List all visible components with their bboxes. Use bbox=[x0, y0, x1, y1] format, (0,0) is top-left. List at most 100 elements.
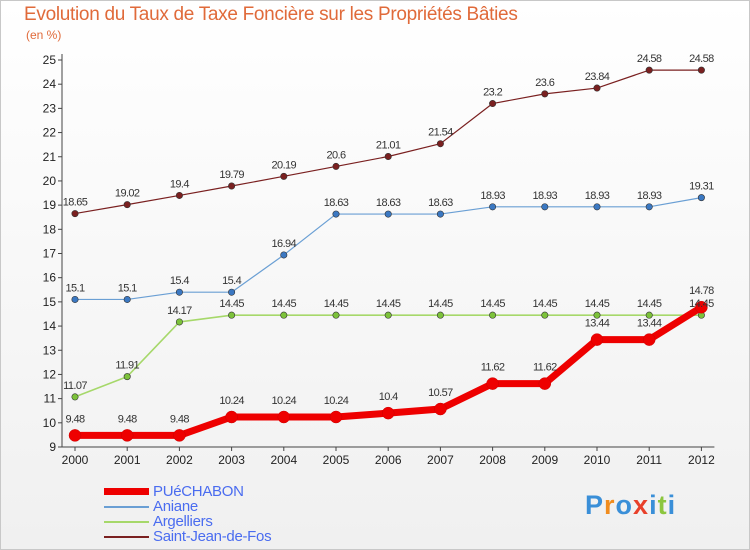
y-tick-label: 15 bbox=[43, 295, 57, 309]
data-point bbox=[123, 201, 131, 209]
legend-item: Aniane bbox=[104, 499, 271, 514]
data-point bbox=[590, 333, 604, 346]
data-label: 14.45 bbox=[533, 298, 558, 310]
data-label: 14.45 bbox=[324, 298, 349, 310]
data-point bbox=[436, 210, 444, 218]
data-point bbox=[280, 172, 288, 180]
data-point bbox=[123, 295, 131, 303]
legend-swatch bbox=[104, 535, 149, 538]
data-label: 14.45 bbox=[219, 298, 244, 310]
x-tick-label: 2011 bbox=[636, 453, 662, 467]
x-tick-label: 2008 bbox=[479, 453, 506, 467]
data-label: 14.45 bbox=[428, 298, 453, 310]
data-point bbox=[541, 311, 549, 319]
data-point bbox=[332, 311, 340, 319]
data-point bbox=[68, 429, 82, 442]
data-point bbox=[384, 210, 392, 218]
data-label: 21.01 bbox=[376, 140, 401, 152]
x-tick-label: 2001 bbox=[114, 453, 141, 467]
data-label: 9.48 bbox=[118, 413, 137, 425]
y-tick-label: 9 bbox=[49, 440, 56, 454]
data-label: 15.4 bbox=[222, 275, 241, 287]
data-label: 13.44 bbox=[637, 318, 662, 330]
data-label: 19.4 bbox=[170, 178, 189, 190]
data-label: 11.62 bbox=[533, 362, 557, 374]
y-tick-label: 19 bbox=[43, 198, 57, 212]
data-label: 14.45 bbox=[376, 298, 401, 310]
data-point bbox=[381, 406, 395, 420]
x-tick-label: 2003 bbox=[218, 453, 245, 467]
chart-title: Evolution du Taux de Taxe Foncière sur l… bbox=[24, 4, 518, 25]
data-point bbox=[332, 210, 340, 218]
data-point bbox=[489, 311, 497, 319]
x-tick-label: 2012 bbox=[688, 453, 715, 467]
data-point bbox=[277, 410, 291, 424]
data-label: 18.93 bbox=[585, 190, 610, 202]
axes: 9 10 11 12 13 14 15 16 17 18 19 20 21 22 23 24 25 2000 200… bbox=[43, 53, 715, 467]
data-label: 24.58 bbox=[637, 53, 662, 65]
legend-item: PUéCHABON bbox=[104, 484, 271, 499]
data-label: 18.65 bbox=[63, 197, 88, 209]
data-point bbox=[332, 162, 340, 170]
data-point bbox=[173, 429, 186, 442]
data-label: 23.2 bbox=[483, 87, 502, 99]
data-point bbox=[489, 100, 497, 108]
x-tick-label: 2006 bbox=[375, 453, 402, 467]
data-point bbox=[593, 84, 601, 92]
data-point bbox=[329, 410, 343, 424]
y-tick-label: 23 bbox=[43, 101, 57, 115]
data-label: 14.17 bbox=[167, 305, 192, 317]
x-tick-label: 2005 bbox=[323, 453, 350, 467]
data-label: 14.45 bbox=[585, 298, 610, 310]
y-tick-label: 21 bbox=[43, 150, 57, 164]
data-label: 20.19 bbox=[272, 159, 297, 171]
data-point bbox=[175, 318, 183, 326]
data-label: 18.93 bbox=[480, 190, 505, 202]
data-point bbox=[225, 410, 238, 424]
data-point bbox=[541, 90, 549, 98]
x-tick-label: 2004 bbox=[270, 453, 297, 467]
data-point bbox=[280, 251, 288, 259]
y-axis-unit: (en %) bbox=[26, 28, 62, 42]
data-label: 9.48 bbox=[65, 413, 84, 425]
data-point bbox=[384, 311, 392, 319]
data-label: 15.4 bbox=[170, 275, 189, 287]
data-point bbox=[489, 203, 497, 211]
data-point bbox=[541, 203, 549, 211]
data-labels: 18.65 19.02 19.4 19.79 20.19 20.6 21.01 21.54 23… bbox=[63, 53, 715, 425]
y-tick-label: 10 bbox=[43, 416, 57, 430]
x-tick-label: 2009 bbox=[531, 453, 558, 467]
y-tick-label: 25 bbox=[43, 53, 57, 67]
y-tick-label: 12 bbox=[43, 367, 57, 381]
legend-item: Saint-Jean-de-Fos bbox=[104, 528, 272, 545]
legend-label: Saint-Jean-de-Fos bbox=[153, 528, 272, 545]
legend-swatch bbox=[104, 488, 149, 495]
data-point bbox=[228, 311, 236, 319]
legend-label: Argelliers bbox=[153, 513, 213, 530]
legend-label: Aniane bbox=[153, 498, 198, 515]
x-tick-label: 2000 bbox=[62, 453, 89, 467]
data-point bbox=[593, 311, 601, 319]
data-point bbox=[538, 377, 552, 390]
data-point bbox=[436, 311, 444, 319]
y-tick-label: 14 bbox=[43, 319, 57, 333]
data-label: 14.45 bbox=[637, 298, 662, 310]
data-point bbox=[645, 66, 653, 74]
data-label: 18.63 bbox=[428, 197, 453, 209]
data-point bbox=[123, 373, 131, 381]
data-point bbox=[695, 300, 708, 314]
proxiti-logo: Proxiti bbox=[585, 490, 677, 520]
data-label: 11.62 bbox=[481, 362, 505, 374]
data-point bbox=[71, 393, 79, 401]
x-tick-label: 2010 bbox=[584, 453, 611, 467]
data-label: 21.54 bbox=[428, 127, 453, 139]
data-point bbox=[280, 311, 288, 319]
y-tick-label: 13 bbox=[43, 343, 57, 357]
data-label: 23.84 bbox=[585, 71, 610, 83]
data-point bbox=[175, 288, 183, 296]
data-label: 20.6 bbox=[326, 149, 345, 161]
data-label: 14.45 bbox=[689, 298, 714, 310]
data-point bbox=[175, 191, 183, 199]
legend-swatch bbox=[104, 520, 149, 523]
